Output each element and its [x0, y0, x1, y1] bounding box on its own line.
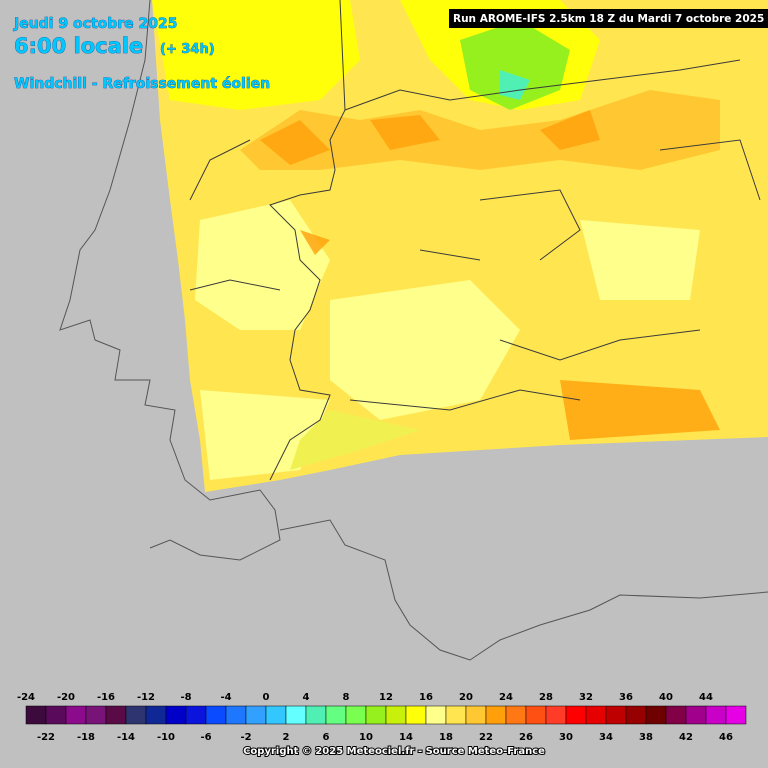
color-cell [465, 705, 487, 725]
warm-area [260, 110, 720, 440]
legend-label: 40 [659, 692, 673, 703]
color-cell [685, 705, 707, 725]
color-cell [25, 705, 47, 725]
color-cell [305, 705, 327, 725]
legend-label: -12 [137, 692, 155, 703]
forecast-date: Jeudi 9 octobre 2025 [13, 16, 177, 32]
border [189, 59, 761, 411]
color-cell [665, 705, 687, 725]
legend-label: 28 [539, 692, 553, 703]
legend-label: 42 [679, 732, 693, 743]
border [269, 0, 346, 481]
legend: -24-22-20-18-16-14-12-10-8-6-4-202468101… [17, 692, 747, 743]
color-cell [545, 705, 567, 725]
legend-label: 16 [419, 692, 433, 703]
color-cell [285, 705, 307, 725]
legend-label: 10 [359, 732, 373, 743]
legend-label: 20 [459, 692, 473, 703]
color-cell [605, 705, 627, 725]
legend-label: 14 [399, 732, 413, 743]
color-cell [625, 705, 647, 725]
color-cell [405, 705, 427, 725]
legend-label: -2 [240, 732, 251, 743]
color-cell [65, 705, 87, 725]
parameter-name: Windchill - Refroissement éolien [14, 76, 270, 92]
color-cell [165, 705, 187, 725]
legend-label: 12 [379, 692, 393, 703]
legend-label: 44 [699, 692, 713, 703]
color-cell [585, 705, 607, 725]
legend-label: -8 [180, 692, 191, 703]
legend-label: -24 [17, 692, 35, 703]
color-cell [85, 705, 107, 725]
legend-label: -18 [77, 732, 95, 743]
legend-label: 6 [323, 732, 330, 743]
legend-label: 38 [639, 732, 653, 743]
legend-label: -6 [200, 732, 211, 743]
legend-label: 22 [479, 732, 493, 743]
legend-label: -14 [117, 732, 135, 743]
color-cell [565, 705, 587, 725]
copyright: Copyright © 2025 Meteociel.fr - Source M… [243, 746, 545, 757]
color-cell [225, 705, 247, 725]
legend-label: 8 [343, 692, 350, 703]
color-cell [185, 705, 207, 725]
color-cell [365, 705, 387, 725]
legend-label: 46 [719, 732, 733, 743]
legend-label: -16 [97, 692, 115, 703]
light-area [290, 410, 420, 470]
cool-area [500, 70, 530, 100]
coastline [59, 0, 281, 561]
legend-label: -10 [157, 732, 175, 743]
color-cell [345, 705, 367, 725]
color-cell [245, 705, 267, 725]
coastline [279, 519, 768, 661]
legend-label: 36 [619, 692, 633, 703]
forecast-time: 6:00 locale [14, 34, 143, 58]
color-cell [425, 705, 447, 725]
run-info: Run AROME-IFS 2.5km 18 Z du Mardi 7 octo… [453, 13, 764, 25]
color-cell [385, 705, 407, 725]
lead-time: (+ 34h) [160, 42, 215, 57]
color-cell [205, 705, 227, 725]
color-cell [485, 705, 507, 725]
legend-label: 34 [599, 732, 613, 743]
warm-area [240, 90, 720, 170]
legend-label: 4 [303, 692, 310, 703]
light-area [195, 200, 700, 480]
legend-label: 32 [579, 692, 593, 703]
color-cell [725, 705, 747, 725]
legend-label: -4 [220, 692, 231, 703]
legend-label: 18 [439, 732, 453, 743]
color-cell [525, 705, 547, 725]
legend-label: 2 [283, 732, 290, 743]
legend-label: 26 [519, 732, 533, 743]
color-cell [445, 705, 467, 725]
color-cell [105, 705, 127, 725]
legend-label: 0 [263, 692, 270, 703]
color-cell [145, 705, 167, 725]
color-cell [265, 705, 287, 725]
run-box [449, 9, 768, 28]
color-cell [125, 705, 147, 725]
legend-label: -22 [37, 732, 55, 743]
color-cell [645, 705, 667, 725]
color-cell [505, 705, 527, 725]
legend-label: -20 [57, 692, 75, 703]
color-cell [45, 705, 67, 725]
color-cell [705, 705, 727, 725]
color-cell [325, 705, 347, 725]
legend-label: 30 [559, 732, 573, 743]
legend-label: 24 [499, 692, 513, 703]
